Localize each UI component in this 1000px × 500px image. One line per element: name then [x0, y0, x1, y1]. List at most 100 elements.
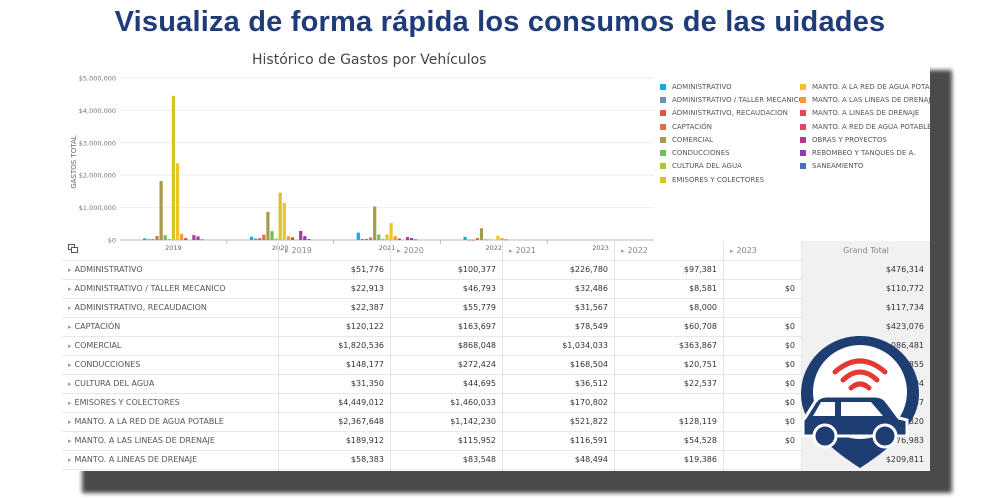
- legend-item[interactable]: MANTO. A LAS LINEAS DE DRENAJE: [800, 93, 930, 106]
- expand-triangle-icon[interactable]: ▸: [68, 399, 72, 407]
- bar-2020[interactable]: [266, 211, 270, 240]
- legend-item[interactable]: REBOMBEO Y TANQUES DE A.: [800, 146, 930, 159]
- row-header[interactable]: ▸ ADMINISTRATIVO, RECAUDACION: [62, 298, 279, 317]
- bar-2021[interactable]: [356, 232, 360, 240]
- bar-2019[interactable]: [200, 239, 204, 241]
- bar-2020[interactable]: [286, 236, 290, 240]
- bar-2021[interactable]: [377, 234, 381, 240]
- bar-2022[interactable]: [488, 239, 492, 241]
- bar-2021[interactable]: [364, 238, 369, 240]
- legend-item[interactable]: EMISORES Y COLECTORES: [660, 173, 800, 186]
- bar-2019[interactable]: [167, 238, 171, 240]
- expand-triangle-icon[interactable]: ▸: [68, 323, 72, 331]
- bar-2021[interactable]: [381, 238, 385, 240]
- column-header-2021[interactable]: ▸ 2021: [503, 241, 615, 260]
- bar-2021[interactable]: [360, 238, 364, 240]
- row-header[interactable]: ▸ COMERCIAL: [62, 336, 279, 355]
- bar-2021[interactable]: [369, 237, 373, 240]
- expand-triangle-icon[interactable]: ▸: [68, 361, 72, 369]
- column-header-2020[interactable]: ▸ 2020: [391, 241, 503, 260]
- expand-triangle-icon[interactable]: ▸: [68, 380, 72, 388]
- bar-2021[interactable]: [410, 238, 414, 240]
- expand-triangle-icon[interactable]: ▸: [68, 456, 72, 464]
- bar-2020[interactable]: [307, 239, 311, 240]
- bar-2020[interactable]: [299, 230, 303, 240]
- bar-2022[interactable]: [475, 238, 479, 240]
- legend-item[interactable]: CONDUCCIONES: [660, 146, 800, 159]
- bar-2019[interactable]: [171, 95, 175, 240]
- bar-2021[interactable]: [414, 239, 418, 241]
- expand-triangle-icon[interactable]: ▸: [68, 304, 72, 312]
- bar-2022[interactable]: [463, 236, 467, 240]
- bar-2022[interactable]: [496, 235, 500, 240]
- bar-2020[interactable]: [278, 192, 282, 240]
- legend-item[interactable]: ADMINISTRATIVO, RECAUDACION: [660, 107, 800, 120]
- bar-2022[interactable]: [479, 228, 484, 240]
- expand-triangle-icon[interactable]: ▸: [68, 285, 72, 293]
- bar-2019[interactable]: [155, 236, 159, 240]
- expand-triangle-icon[interactable]: ▸: [285, 247, 289, 255]
- bar-2020[interactable]: [249, 236, 254, 240]
- bar-2019[interactable]: [180, 233, 184, 240]
- bar-2021[interactable]: [385, 234, 389, 240]
- bar-2022[interactable]: [484, 239, 488, 241]
- bar-2019[interactable]: [151, 239, 155, 241]
- expand-triangle-icon[interactable]: ▸: [730, 247, 734, 255]
- legend-item[interactable]: OBRAS Y PROYECTOS: [800, 133, 930, 146]
- bar-2022[interactable]: [471, 239, 475, 241]
- row-header[interactable]: ▸ CONDUCCIONES: [62, 355, 279, 374]
- legend-item[interactable]: ADMINISTRATIVO / TALLER MECANICO: [660, 93, 804, 106]
- bar-2022[interactable]: [504, 239, 508, 241]
- bar-2021[interactable]: [373, 206, 377, 240]
- bar-2020[interactable]: [254, 238, 258, 240]
- expand-triangle-icon[interactable]: ▸: [509, 247, 513, 255]
- column-header-grand-total[interactable]: Grand Total: [802, 241, 930, 260]
- row-header[interactable]: ▸ MANTO. A LA RED DE AGUA POTABLE: [62, 412, 279, 431]
- column-header-2019[interactable]: ▸ 2019: [279, 241, 391, 260]
- bar-2019[interactable]: [192, 235, 196, 240]
- bar-2019[interactable]: [159, 181, 163, 240]
- legend-item[interactable]: CAPTACIÓN: [660, 120, 800, 133]
- row-header[interactable]: ▸ EMISORES Y COLECTORES: [62, 393, 279, 412]
- expand-triangle-icon[interactable]: ▸: [68, 418, 72, 426]
- table-layout-icon[interactable]: [62, 241, 279, 260]
- expand-triangle-icon[interactable]: ▸: [68, 342, 72, 350]
- bar-2020[interactable]: [303, 236, 307, 240]
- legend-item[interactable]: SANEAMIENTO: [800, 160, 930, 173]
- legend-item[interactable]: MANTO. A RED DE AGUA POTABLE: [800, 120, 930, 133]
- row-header[interactable]: ▸MANTO. A RED DE AGUA POTABLE: [62, 469, 279, 471]
- expand-triangle-icon[interactable]: ▸: [621, 247, 625, 255]
- bar-2019[interactable]: [163, 235, 167, 240]
- column-header-2022[interactable]: ▸ 2022: [615, 241, 724, 260]
- expand-triangle-icon[interactable]: ▸: [68, 437, 72, 445]
- row-header[interactable]: ▸ ADMINISTRATIVO: [62, 260, 279, 279]
- bar-2019[interactable]: [196, 236, 200, 240]
- row-header[interactable]: ▸ ADMINISTRATIVO / TALLER MECANICO: [62, 279, 279, 298]
- bar-2020[interactable]: [274, 238, 278, 240]
- legend-item[interactable]: ADMINISTRATIVO: [660, 80, 800, 93]
- legend-item[interactable]: MANTO. A LA RED DE AGUA POTABLE: [800, 80, 930, 93]
- bar-2022[interactable]: [500, 238, 504, 240]
- bar-2021[interactable]: [393, 236, 397, 240]
- row-header[interactable]: ▸ MANTO. A LAS LINEAS DE DRENAJE: [62, 431, 279, 450]
- bar-2019[interactable]: [147, 239, 151, 241]
- bar-2021[interactable]: [405, 237, 410, 240]
- bar-2019[interactable]: [143, 238, 147, 240]
- bar-2019[interactable]: [184, 238, 188, 240]
- bar-2021[interactable]: [397, 238, 401, 240]
- row-header[interactable]: ▸ CAPTACIÓN: [62, 317, 279, 336]
- bar-2021[interactable]: [389, 223, 393, 240]
- bar-2019[interactable]: [175, 163, 180, 240]
- bar-2020[interactable]: [290, 237, 295, 240]
- expand-triangle-icon[interactable]: ▸: [397, 247, 401, 255]
- row-header[interactable]: ▸ MANTO. A LINEAS DE DRENAJE: [62, 450, 279, 469]
- row-header[interactable]: ▸ CULTURA DEL AGUA: [62, 374, 279, 393]
- bar-2022[interactable]: [467, 239, 471, 241]
- bar-2020[interactable]: [270, 231, 274, 240]
- bar-2020[interactable]: [262, 234, 266, 240]
- bar-2020[interactable]: [258, 238, 262, 240]
- column-header-2023[interactable]: ▸ 2023: [724, 241, 802, 260]
- legend-item[interactable]: CULTURA DEL AGUA: [660, 160, 800, 173]
- legend-item[interactable]: COMERCIAL: [660, 133, 800, 146]
- bar-2020[interactable]: [282, 202, 286, 240]
